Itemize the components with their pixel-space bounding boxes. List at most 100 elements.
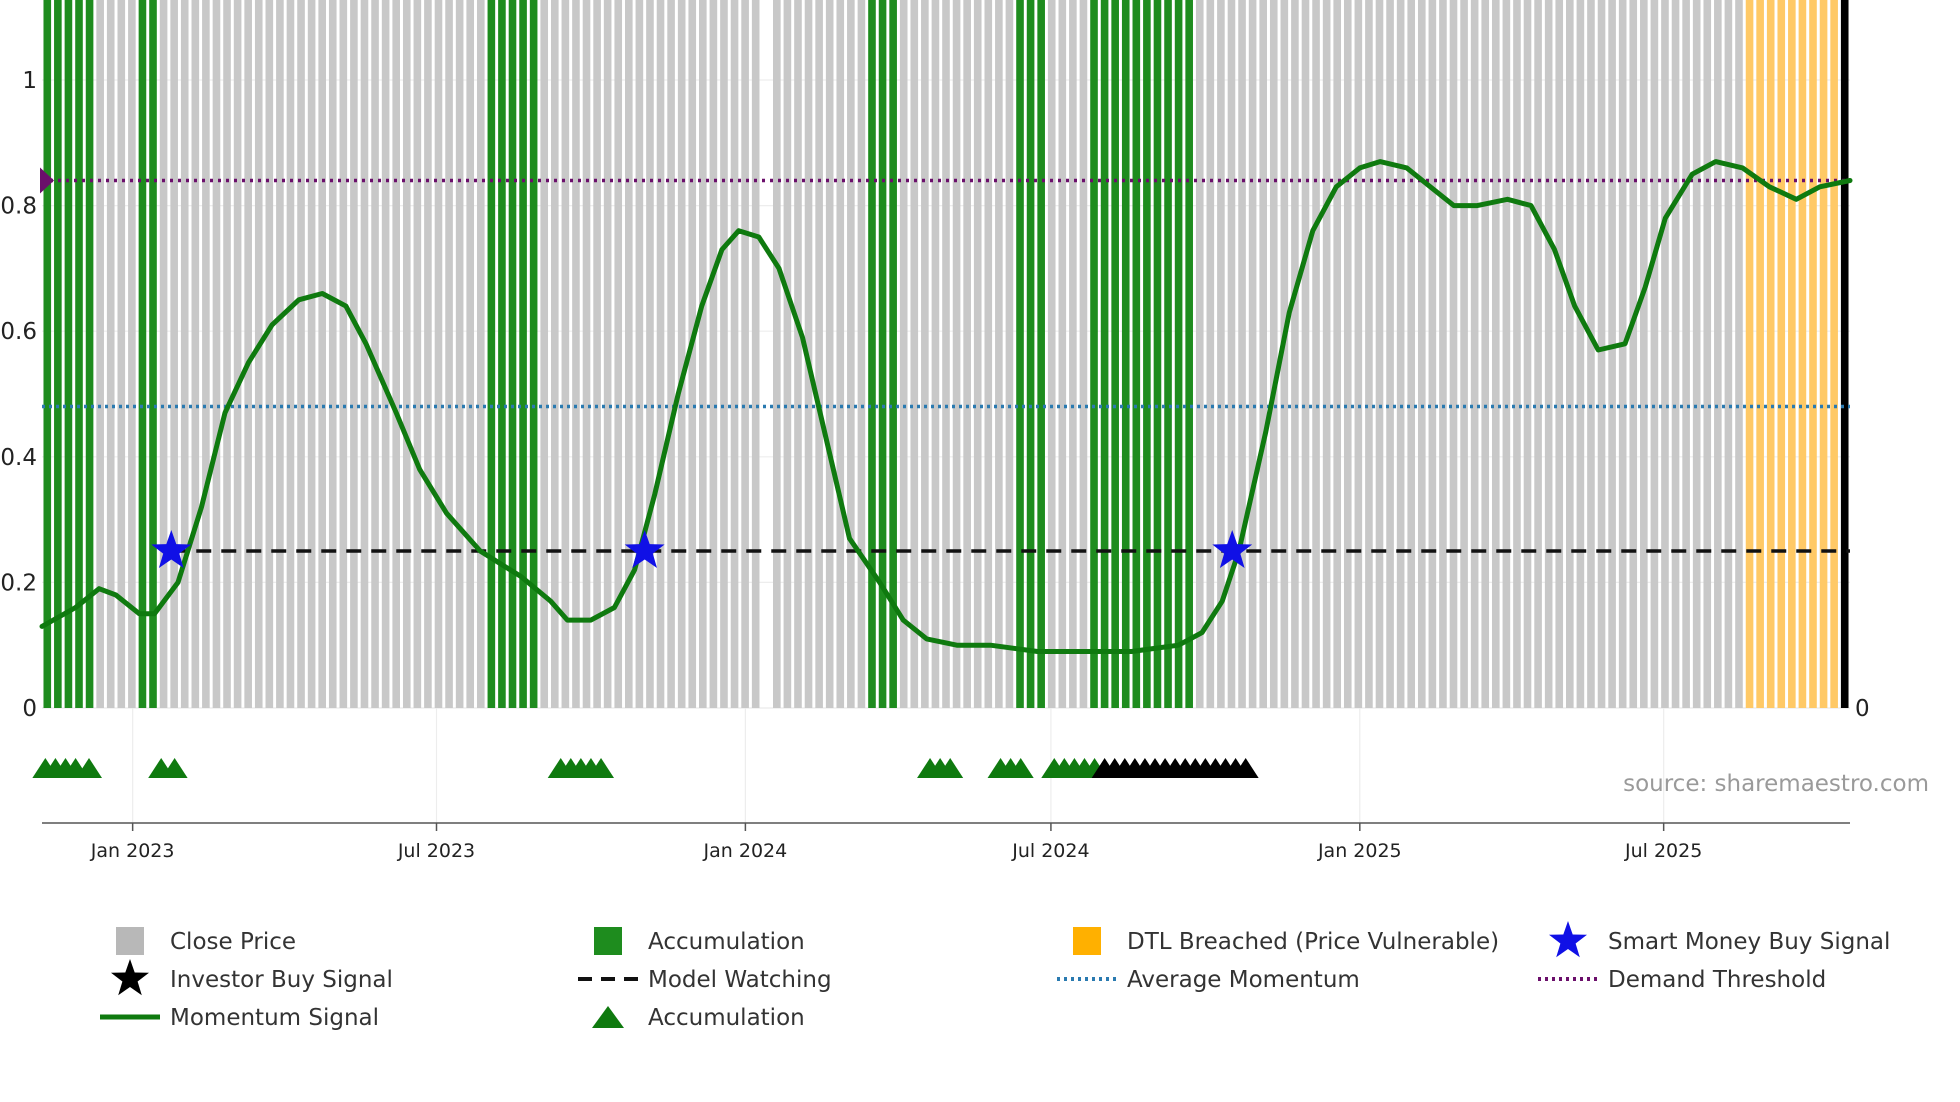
- close-price-bar: [1047, 0, 1056, 708]
- close-price-bar: [1365, 0, 1373, 708]
- accumulation-bar: [1185, 0, 1193, 708]
- close-price-bar: [847, 0, 855, 708]
- close-price-bar: [1724, 0, 1733, 708]
- close-price-bar: [1555, 0, 1564, 708]
- close-price-bar: [973, 0, 982, 708]
- legend-item: Accumulation: [592, 1005, 805, 1031]
- accumulation-bar: [508, 0, 517, 708]
- accumulation-bar: [889, 0, 897, 708]
- close-price-bar: [1470, 0, 1479, 708]
- legend-item: Investor Buy Signal: [111, 959, 393, 996]
- close-price-bar: [836, 0, 845, 708]
- dtl-breached-bar: [1756, 0, 1764, 708]
- accumulation-bar: [1037, 0, 1045, 708]
- legend-label: Close Price: [170, 929, 296, 955]
- accumulation-bar: [868, 0, 876, 708]
- close-price-bar: [825, 0, 834, 708]
- momentum-line: [39, 159, 1853, 654]
- accumulation-bar: [1026, 0, 1035, 708]
- legend-item: Momentum Signal: [100, 1005, 379, 1031]
- close-price-bar: [572, 0, 580, 708]
- close-price-bar: [1576, 0, 1585, 708]
- price-bars: [43, 0, 1849, 708]
- close-price-bar: [635, 0, 644, 708]
- close-price-bar: [1714, 0, 1722, 708]
- signal-stars: [151, 530, 1253, 568]
- close-price-bar: [1386, 0, 1394, 708]
- accumulation-bar: [1016, 0, 1024, 708]
- close-price-bar: [1005, 0, 1014, 708]
- close-price-bar: [191, 0, 200, 708]
- close-price-bar: [1671, 0, 1680, 708]
- close-price-bar: [921, 0, 929, 708]
- legend-item: Average Momentum: [1057, 967, 1360, 993]
- smart-money-star: [1212, 530, 1253, 568]
- left-tick-label: 1: [22, 68, 37, 94]
- x-tick-label: Jan 2023: [90, 840, 175, 862]
- close-price-bar: [656, 0, 665, 708]
- dtl-breached-bar: [1798, 0, 1807, 708]
- close-price-bar: [984, 0, 993, 708]
- close-price-bar: [286, 0, 295, 708]
- dtl-breached-bar: [1766, 0, 1775, 708]
- close-price-bar: [1417, 0, 1426, 708]
- close-price-bar: [413, 0, 422, 708]
- close-price-bar: [815, 0, 823, 708]
- close-price-bar: [730, 0, 739, 708]
- dtl-breached-bar: [1788, 0, 1796, 708]
- close-price-bar: [1513, 0, 1521, 708]
- legend-star-icon: [1549, 921, 1587, 958]
- close-price-bar: [857, 0, 866, 708]
- accumulation-bar: [1164, 0, 1172, 708]
- close-price-bar: [223, 0, 231, 708]
- close-price-bar: [445, 0, 453, 708]
- accumulation-triangle: [76, 758, 103, 778]
- close-price-bar: [350, 0, 358, 708]
- legend-label: Accumulation: [648, 929, 805, 955]
- close-price-bar: [720, 0, 728, 708]
- accumulation-bar: [54, 0, 62, 708]
- accumulation-bar: [487, 0, 496, 708]
- legend-label: Demand Threshold: [1608, 967, 1826, 993]
- close-price-bar: [1566, 0, 1574, 708]
- close-price-bar: [1629, 0, 1638, 708]
- accumulation-triangle: [1007, 758, 1034, 778]
- close-price-bar: [1343, 0, 1352, 708]
- close-price-bar: [1502, 0, 1511, 708]
- close-price-bar: [899, 0, 908, 708]
- close-price-bar: [646, 0, 654, 708]
- legend-item: Smart Money Buy Signal: [1549, 921, 1890, 958]
- close-price-bar: [455, 0, 464, 708]
- close-price-bar: [1640, 0, 1648, 708]
- close-price-bar: [699, 0, 707, 708]
- demand-threshold-marker: [40, 167, 54, 194]
- close-price-bar: [741, 0, 749, 708]
- legend-item: DTL Breached (Price Vulnerable): [1073, 927, 1499, 955]
- close-price-bar: [117, 0, 126, 708]
- close-price-bar: [1375, 0, 1384, 708]
- close-price-bar: [709, 0, 718, 708]
- close-price-bar: [688, 0, 697, 708]
- smart-money-star: [151, 530, 192, 568]
- close-price-bar: [318, 0, 326, 708]
- close-price-bar: [582, 0, 591, 708]
- close-price-bar: [1238, 0, 1246, 708]
- close-price-bar: [96, 0, 104, 708]
- close-price-bar: [392, 0, 400, 708]
- legend-swatch: [594, 927, 622, 955]
- accumulation-triangle: [161, 758, 188, 778]
- close-price-bar: [603, 0, 612, 708]
- close-price-bar: [1058, 0, 1067, 708]
- accumulation-bar: [149, 0, 157, 708]
- close-price-bar: [1069, 0, 1077, 708]
- close-price-bar: [1534, 0, 1542, 708]
- close-price-bar: [424, 0, 432, 708]
- close-price-bar: [625, 0, 633, 708]
- close-price-bar: [773, 0, 781, 708]
- close-price-bar: [476, 0, 485, 708]
- close-price-bar: [1269, 0, 1278, 708]
- dtl-breached-bar: [1777, 0, 1786, 708]
- reference-lines: [40, 167, 1850, 553]
